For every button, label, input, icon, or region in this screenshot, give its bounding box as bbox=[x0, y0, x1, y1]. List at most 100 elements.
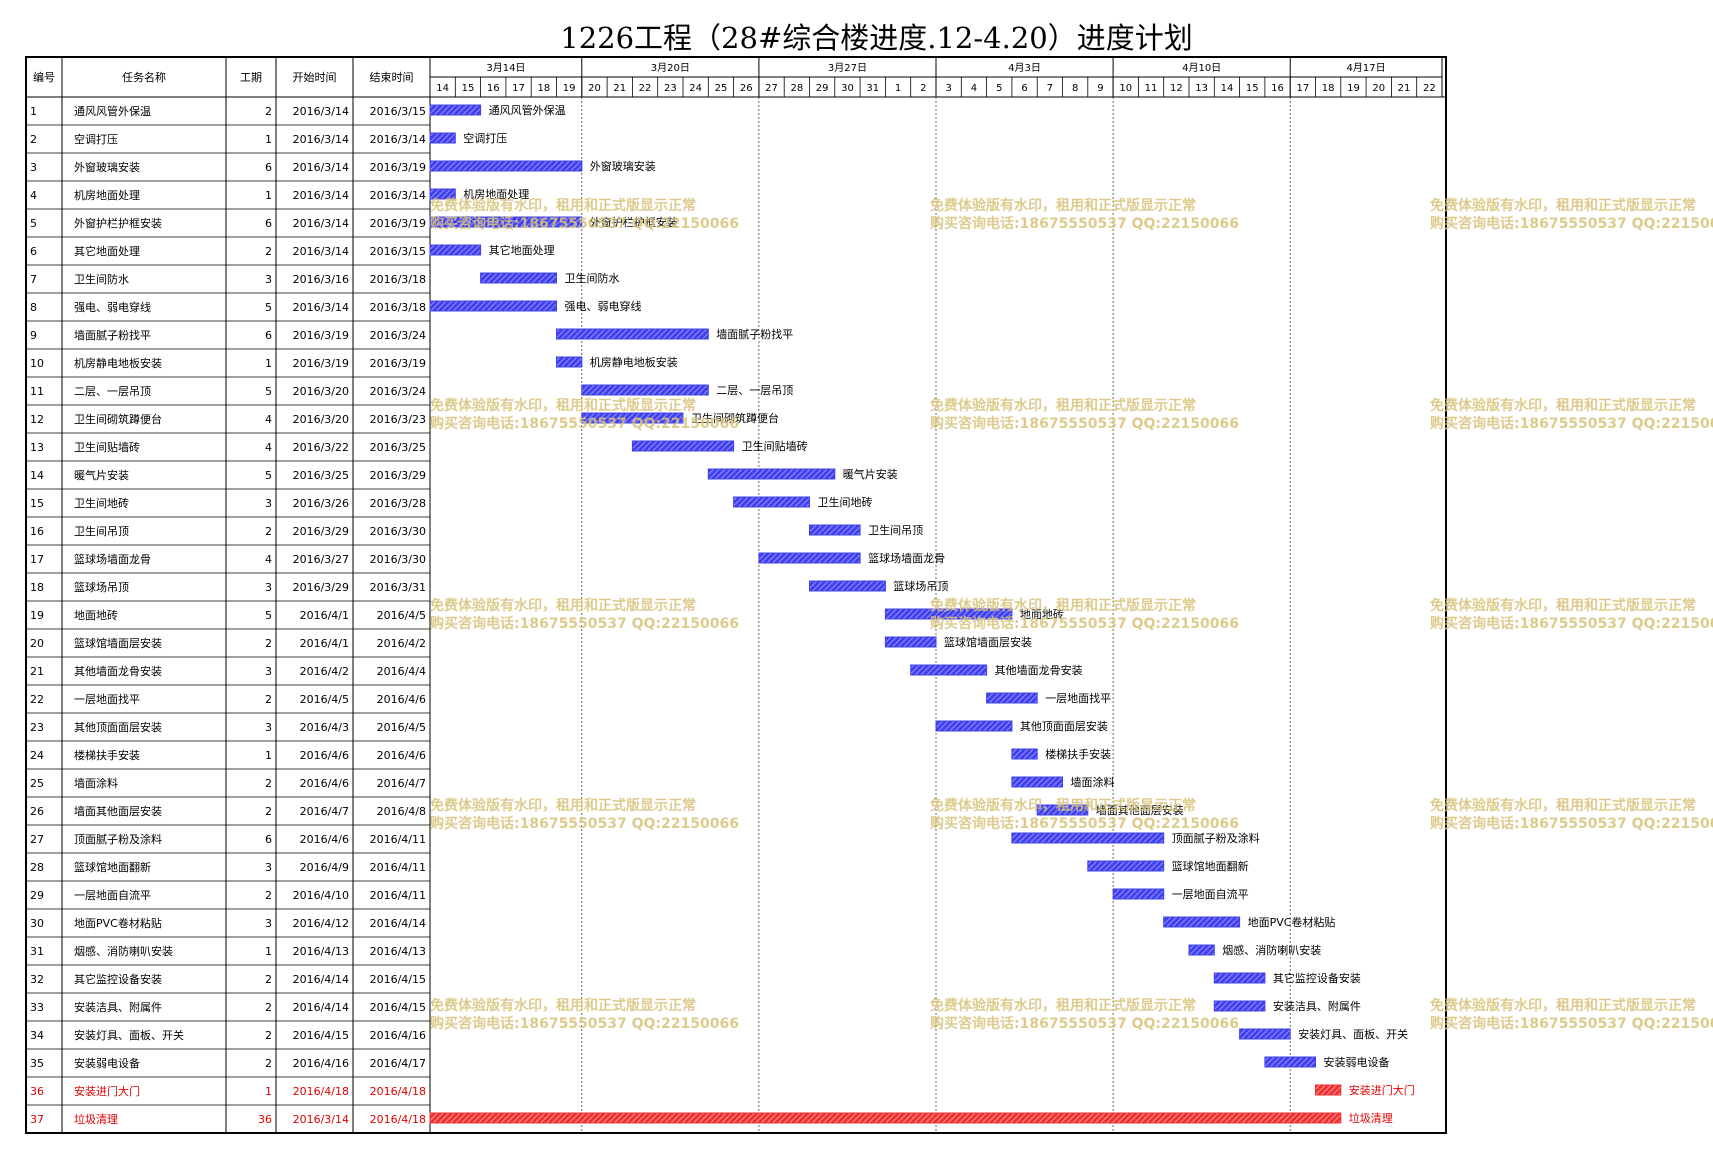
watermark-text: 购买咨询电话:18675550537 QQ:22150066 bbox=[430, 1015, 739, 1032]
watermark-text: 购买咨询电话:18675550537 QQ:22150066 bbox=[1430, 815, 1713, 832]
task-end: 2016/4/2 bbox=[377, 637, 426, 650]
task-bar bbox=[1011, 832, 1165, 844]
day-label: 23 bbox=[664, 83, 677, 94]
watermark-text: 购买咨询电话:18675550537 QQ:22150066 bbox=[1430, 215, 1713, 232]
task-id: 16 bbox=[30, 525, 44, 538]
task-end: 2016/3/23 bbox=[370, 413, 426, 426]
day-label: 22 bbox=[1423, 83, 1436, 94]
task-id: 5 bbox=[30, 217, 37, 230]
task-bar bbox=[1315, 1084, 1342, 1096]
task-id: 33 bbox=[30, 1001, 44, 1014]
watermark-text: 购买咨询电话:18675550537 QQ:22150066 bbox=[1430, 415, 1713, 432]
task-bar-label: 安装进门大门 bbox=[1349, 1083, 1415, 1097]
task-start: 2016/4/2 bbox=[300, 665, 349, 678]
task-bar bbox=[986, 692, 1038, 704]
task-name: 卫生间防水 bbox=[74, 272, 129, 286]
task-duration: 1 bbox=[265, 189, 272, 202]
task-end: 2016/4/5 bbox=[377, 721, 426, 734]
task-bar-label: 篮球馆墙面层安装 bbox=[944, 635, 1032, 649]
task-bar bbox=[1163, 916, 1241, 928]
task-duration: 4 bbox=[265, 413, 272, 426]
watermark-text: 购买咨询电话:18675550537 QQ:22150066 bbox=[430, 215, 739, 232]
task-bar-label: 其它地面处理 bbox=[489, 243, 555, 257]
task-duration: 2 bbox=[265, 693, 272, 706]
task-end: 2016/3/15 bbox=[370, 245, 426, 258]
watermark-text: 免费体验版有水印，租用和正式版显示正常 bbox=[1430, 197, 1696, 214]
week-label: 3月20日 bbox=[651, 62, 690, 74]
task-duration: 4 bbox=[265, 441, 272, 454]
task-id: 6 bbox=[30, 245, 37, 258]
task-name: 篮球馆墙面层安装 bbox=[74, 636, 162, 650]
gantt-grid bbox=[25, 56, 1447, 1134]
task-name: 其他墙面龙骨安装 bbox=[74, 664, 162, 678]
watermark-text: 购买咨询电话:18675550537 QQ:22150066 bbox=[1430, 1015, 1713, 1032]
task-name: 篮球场墙面龙骨 bbox=[74, 552, 151, 566]
task-name: 墙面腻子粉找平 bbox=[74, 328, 151, 342]
day-label: 15 bbox=[462, 83, 475, 94]
week-label: 4月3日 bbox=[1008, 62, 1041, 74]
task-id: 20 bbox=[30, 637, 44, 650]
task-bar bbox=[733, 496, 810, 508]
watermark-text: 购买咨询电话:18675550537 QQ:22150066 bbox=[930, 815, 1239, 832]
task-start: 2016/4/14 bbox=[293, 973, 349, 986]
task-start: 2016/3/22 bbox=[293, 441, 349, 454]
task-bar-label: 篮球场吊顶 bbox=[893, 579, 948, 593]
task-duration: 6 bbox=[265, 833, 272, 846]
task-name: 卫生间吊顶 bbox=[74, 524, 129, 538]
task-duration: 2 bbox=[265, 245, 272, 258]
day-label: 20 bbox=[588, 83, 601, 94]
task-start: 2016/3/14 bbox=[293, 245, 349, 258]
task-name: 安装进门大门 bbox=[74, 1084, 140, 1098]
task-duration: 2 bbox=[265, 525, 272, 538]
task-start: 2016/3/14 bbox=[293, 1113, 349, 1126]
watermark-text: 购买咨询电话:18675550537 QQ:22150066 bbox=[930, 615, 1239, 632]
task-duration: 2 bbox=[265, 1001, 272, 1014]
day-label: 10 bbox=[1119, 83, 1132, 94]
task-bar bbox=[758, 552, 861, 564]
task-bar-label: 卫生间贴墙砖 bbox=[742, 439, 808, 453]
task-end: 2016/4/17 bbox=[370, 1057, 426, 1070]
watermark-text: 免费体验版有水印，租用和正式版显示正常 bbox=[1430, 997, 1696, 1014]
task-bar bbox=[429, 188, 456, 200]
watermark-text: 免费体验版有水印，租用和正式版显示正常 bbox=[430, 797, 696, 814]
task-name: 暖气片安装 bbox=[74, 468, 129, 482]
task-start: 2016/4/18 bbox=[293, 1085, 349, 1098]
task-start: 2016/4/9 bbox=[300, 861, 349, 874]
day-label: 20 bbox=[1372, 83, 1385, 94]
day-label: 15 bbox=[1246, 83, 1259, 94]
task-id: 22 bbox=[30, 693, 44, 706]
task-end: 2016/3/18 bbox=[370, 273, 426, 286]
task-start: 2016/4/12 bbox=[293, 917, 349, 930]
task-end: 2016/4/5 bbox=[377, 609, 426, 622]
day-label: 24 bbox=[689, 83, 702, 94]
day-label: 12 bbox=[1170, 83, 1183, 94]
day-label: 7 bbox=[1047, 83, 1053, 94]
task-bar bbox=[581, 384, 709, 396]
task-name: 机房地面处理 bbox=[74, 188, 140, 202]
task-id: 4 bbox=[30, 189, 37, 202]
task-start: 2016/3/20 bbox=[293, 413, 349, 426]
task-end: 2016/3/18 bbox=[370, 301, 426, 314]
task-id: 31 bbox=[30, 945, 44, 958]
task-start: 2016/4/5 bbox=[300, 693, 349, 706]
task-id: 30 bbox=[30, 917, 44, 930]
task-end: 2016/3/30 bbox=[370, 525, 426, 538]
watermark-text: 免费体验版有水印，租用和正式版显示正常 bbox=[930, 397, 1196, 414]
task-duration: 3 bbox=[265, 273, 272, 286]
task-id: 11 bbox=[30, 385, 44, 398]
day-label: 14 bbox=[1221, 83, 1234, 94]
task-end: 2016/3/25 bbox=[370, 441, 426, 454]
task-bar-label: 烟感、消防喇叭安装 bbox=[1222, 943, 1321, 957]
task-bar-label: 一层地面找平 bbox=[1045, 691, 1111, 705]
day-label: 19 bbox=[563, 83, 576, 94]
task-name: 顶面腻子粉及涂料 bbox=[74, 832, 162, 846]
task-bar-label: 空调打压 bbox=[463, 131, 507, 145]
task-bar-label: 楼梯扶手安装 bbox=[1045, 747, 1111, 761]
day-label: 4 bbox=[971, 83, 977, 94]
task-id: 17 bbox=[30, 553, 44, 566]
task-start: 2016/4/6 bbox=[300, 749, 349, 762]
task-bar-label: 墙面涂料 bbox=[1071, 775, 1115, 789]
task-duration: 3 bbox=[265, 497, 272, 510]
task-id: 1 bbox=[30, 105, 37, 118]
task-bar-label: 垃圾清理 bbox=[1349, 1111, 1393, 1125]
